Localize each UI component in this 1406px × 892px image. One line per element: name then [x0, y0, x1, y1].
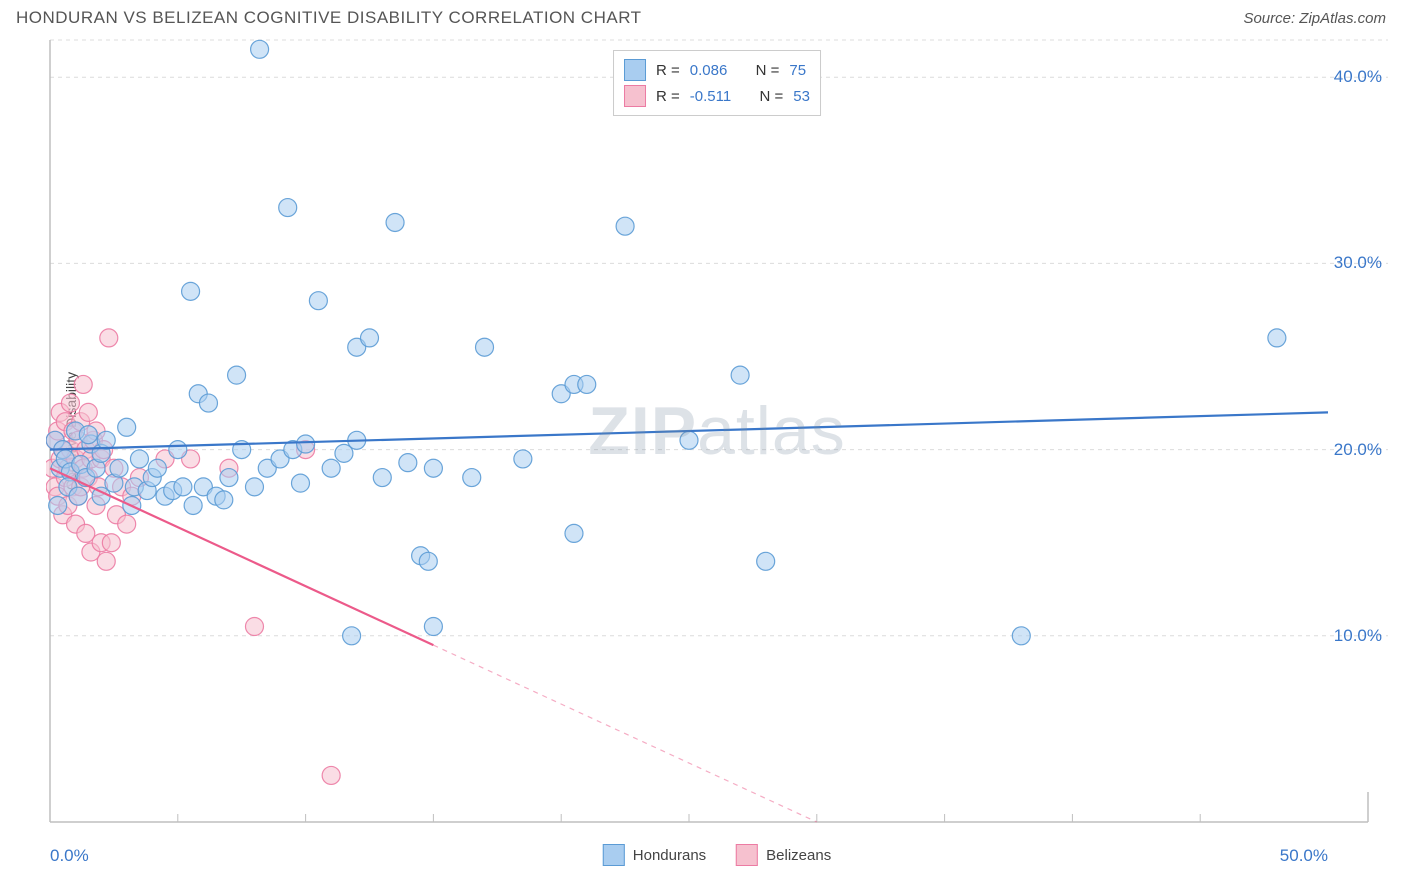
y-tick-label: 40.0%	[1334, 67, 1382, 87]
source-label: Source: ZipAtlas.com	[1243, 10, 1386, 27]
legend-stat-row: R =-0.511 N =53	[624, 83, 810, 109]
legend-swatch	[624, 59, 646, 81]
legend-stat-row: R =0.086 N =75	[624, 57, 810, 83]
legend-label: Belizeans	[766, 847, 831, 864]
legend-swatch	[624, 85, 646, 107]
chart-title: HONDURAN VS BELIZEAN COGNITIVE DISABILIT…	[16, 8, 642, 28]
y-tick-label: 10.0%	[1334, 626, 1382, 646]
legend-label: Hondurans	[633, 847, 706, 864]
legend-swatch	[736, 844, 758, 866]
correlation-legend: R =0.086 N =75R =-0.511 N =53	[613, 50, 821, 116]
y-tick-label: 30.0%	[1334, 253, 1382, 273]
scatter-plot	[46, 36, 1388, 826]
legend-swatch	[603, 844, 625, 866]
series-legend: Hondurans Belizeans	[603, 844, 831, 866]
y-tick-label: 20.0%	[1334, 440, 1382, 460]
legend-item: Belizeans	[736, 844, 831, 866]
x-tick-label: 0.0%	[50, 846, 89, 866]
x-tick-label: 50.0%	[1280, 846, 1328, 866]
legend-item: Hondurans	[603, 844, 706, 866]
